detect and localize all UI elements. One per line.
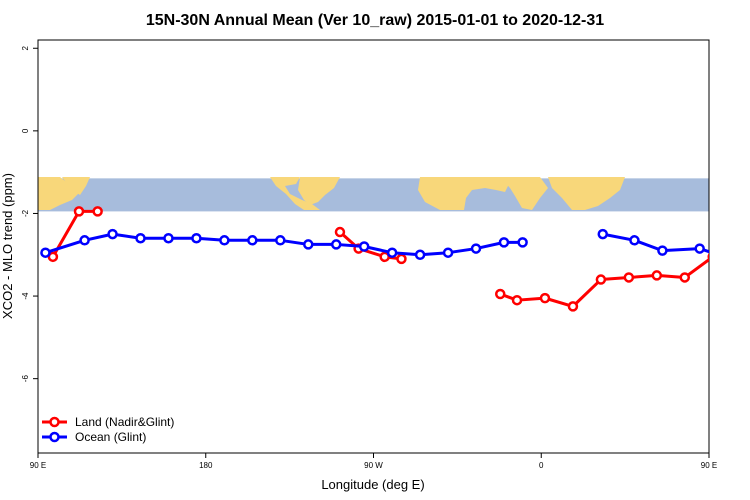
data-point-land [511, 294, 523, 306]
y-axis-label: XCO2 - MLO trend (ppm) [0, 173, 15, 319]
data-point-land [379, 251, 390, 263]
data-point-ocean [714, 251, 722, 259]
data-point-land [47, 251, 59, 263]
data-point-ocean [191, 232, 202, 244]
data-point-ocean [517, 237, 528, 248]
data-point-land [567, 301, 579, 312]
legend-land-marker [49, 416, 60, 428]
data-point-ocean [303, 239, 314, 250]
data-point-ocean [163, 232, 174, 244]
data-point-land [651, 270, 663, 281]
data-point-ocean [79, 235, 90, 246]
series-line-land [499, 257, 709, 308]
data-point-ocean [597, 228, 609, 240]
series-line-land [51, 209, 98, 258]
data-point-land [334, 226, 346, 238]
data-point-ocean [219, 235, 230, 246]
y-tick-label: 0 [21, 128, 30, 133]
data-point-ocean [442, 247, 454, 258]
data-point-ocean [470, 243, 482, 254]
legend-ocean-marker [49, 431, 60, 443]
data-point-land [494, 288, 506, 300]
data-point-ocean [275, 235, 286, 246]
data-point-land [539, 292, 551, 304]
data-point-ocean [358, 241, 370, 252]
y-tick-label: -2 [21, 209, 30, 217]
data-point-ocean [694, 243, 705, 254]
data-point-ocean [498, 237, 510, 248]
data-point-land [746, 207, 750, 215]
data-point-ocean [330, 239, 342, 250]
data-point-land [707, 253, 709, 261]
data-point-land [727, 207, 735, 215]
world-map-band [38, 177, 709, 212]
data-point-ocean [629, 235, 640, 246]
data-point-ocean [386, 247, 398, 258]
data-point-ocean [742, 236, 750, 244]
chart-title: 15N-30N Annual Mean (Ver 10_raw) 2015-01… [146, 12, 604, 29]
data-point-ocean [40, 247, 51, 258]
legend: Land (Nadir&Glint) Ocean (Glint) [42, 415, 174, 444]
y-axis-ticks: 2 0 -2 -4 -6 [21, 45, 38, 382]
x-tick-label: 90 W [364, 461, 383, 470]
plot-frame [37, 39, 710, 454]
data-point-ocean [135, 232, 146, 244]
data-point-land [92, 206, 103, 217]
data-point-ocean [414, 249, 426, 261]
y-tick-label: -4 [21, 292, 30, 300]
legend-land-label: Land (Nadir&Glint) [75, 415, 174, 429]
y-tick-label: 2 [21, 45, 30, 50]
x-tick-label: 90 E [30, 461, 46, 470]
series-line-ocean [602, 232, 709, 254]
data-point-land [623, 272, 635, 283]
data-point-ocean [657, 245, 668, 256]
data-point-ocean [107, 228, 118, 240]
data-point-ocean [247, 235, 258, 246]
x-tick-label: 0 [539, 461, 544, 470]
map-land [38, 177, 625, 210]
data-point-land [396, 253, 407, 265]
x-axis-label: Longitude (deg E) [321, 477, 424, 492]
data-point-land [73, 206, 85, 217]
legend-ocean-label: Ocean (Glint) [75, 430, 146, 444]
x-tick-label: 180 [199, 461, 213, 470]
y-tick-label: -6 [21, 375, 30, 383]
x-tick-label: 90 E [701, 461, 717, 470]
data-point-land [679, 272, 691, 283]
data-point-land [595, 274, 607, 285]
series-layer [40, 206, 750, 312]
